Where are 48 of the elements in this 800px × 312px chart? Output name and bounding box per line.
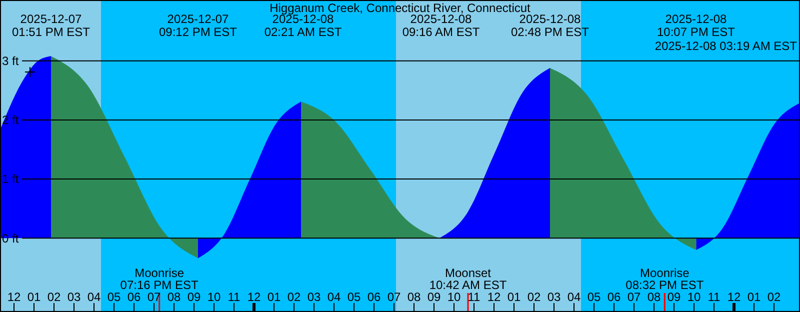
x-tick-label: 01 — [747, 290, 761, 304]
annotation: 2025-12-08 10:07 PM EST — [656, 12, 736, 39]
x-tick-label: 05 — [107, 290, 121, 304]
x-tick-label: 04 — [327, 290, 341, 304]
x-tick-label: 01 — [27, 290, 41, 304]
x-tick-label: 06 — [367, 290, 381, 304]
ref-line-label: Moonrise 08:32 PM EST — [626, 266, 704, 292]
x-tick-label: 10 — [207, 290, 221, 304]
annotation: 2025-12-08 03:19 AM EST — [654, 39, 798, 53]
x-tick-label: 01 — [267, 290, 281, 304]
x-tick-label: 11 — [228, 290, 241, 304]
x-tick-label: 03 — [547, 290, 561, 304]
x-tick-label: 06 — [127, 290, 141, 304]
x-tick-label: 09 — [667, 290, 681, 304]
x-tick-label: 09 — [187, 290, 201, 304]
y-tick-label: 1 ft — [2, 172, 20, 186]
x-tick-label: 11 — [708, 290, 721, 304]
x-tick-label: 02 — [47, 290, 61, 304]
x-tick-label: 04 — [87, 290, 101, 304]
x-tick-label: 08 — [167, 290, 181, 304]
annotation: 2025-12-07 09:12 PM EST — [158, 12, 238, 39]
x-tick-label: 02 — [287, 290, 301, 304]
annotation: 2025-12-07 01:51 PM EST — [12, 12, 91, 39]
x-tick-label: 02 — [527, 290, 541, 304]
x-tick-label: 08 — [647, 290, 661, 304]
x-tick-label: 12 — [7, 290, 21, 304]
ref-line-label: Moonrise 07:16 PM EST — [120, 266, 200, 292]
x-tick-label: 12 — [727, 290, 741, 304]
x-tick-label: 12 — [487, 290, 501, 304]
x-tick-label: 06 — [607, 290, 621, 304]
x-tick-label: 11 — [468, 290, 481, 304]
x-tick-label: 04 — [567, 290, 581, 304]
x-tick-label: 03 — [67, 290, 81, 304]
x-tick-label: 05 — [347, 290, 361, 304]
x-tick-label: 10 — [447, 290, 461, 304]
x-tick-label: 07 — [387, 290, 401, 304]
y-tick-label: 3 ft — [2, 54, 20, 68]
x-tick-label: 01 — [507, 290, 521, 304]
x-tick-label: 07 — [627, 290, 641, 304]
x-tick-label: 08 — [407, 290, 421, 304]
annotation: 2025-12-08 09:16 AM EST — [402, 12, 480, 39]
x-tick-label: 09 — [427, 290, 441, 304]
x-tick-label: 12 — [247, 290, 261, 304]
ref-line-label: Moonset 10:42 AM EST — [429, 266, 508, 292]
x-tick-label: 02 — [767, 290, 781, 304]
x-tick-label: 05 — [587, 290, 601, 304]
x-tick-label: 03 — [307, 290, 321, 304]
x-tick-label: 10 — [687, 290, 701, 304]
